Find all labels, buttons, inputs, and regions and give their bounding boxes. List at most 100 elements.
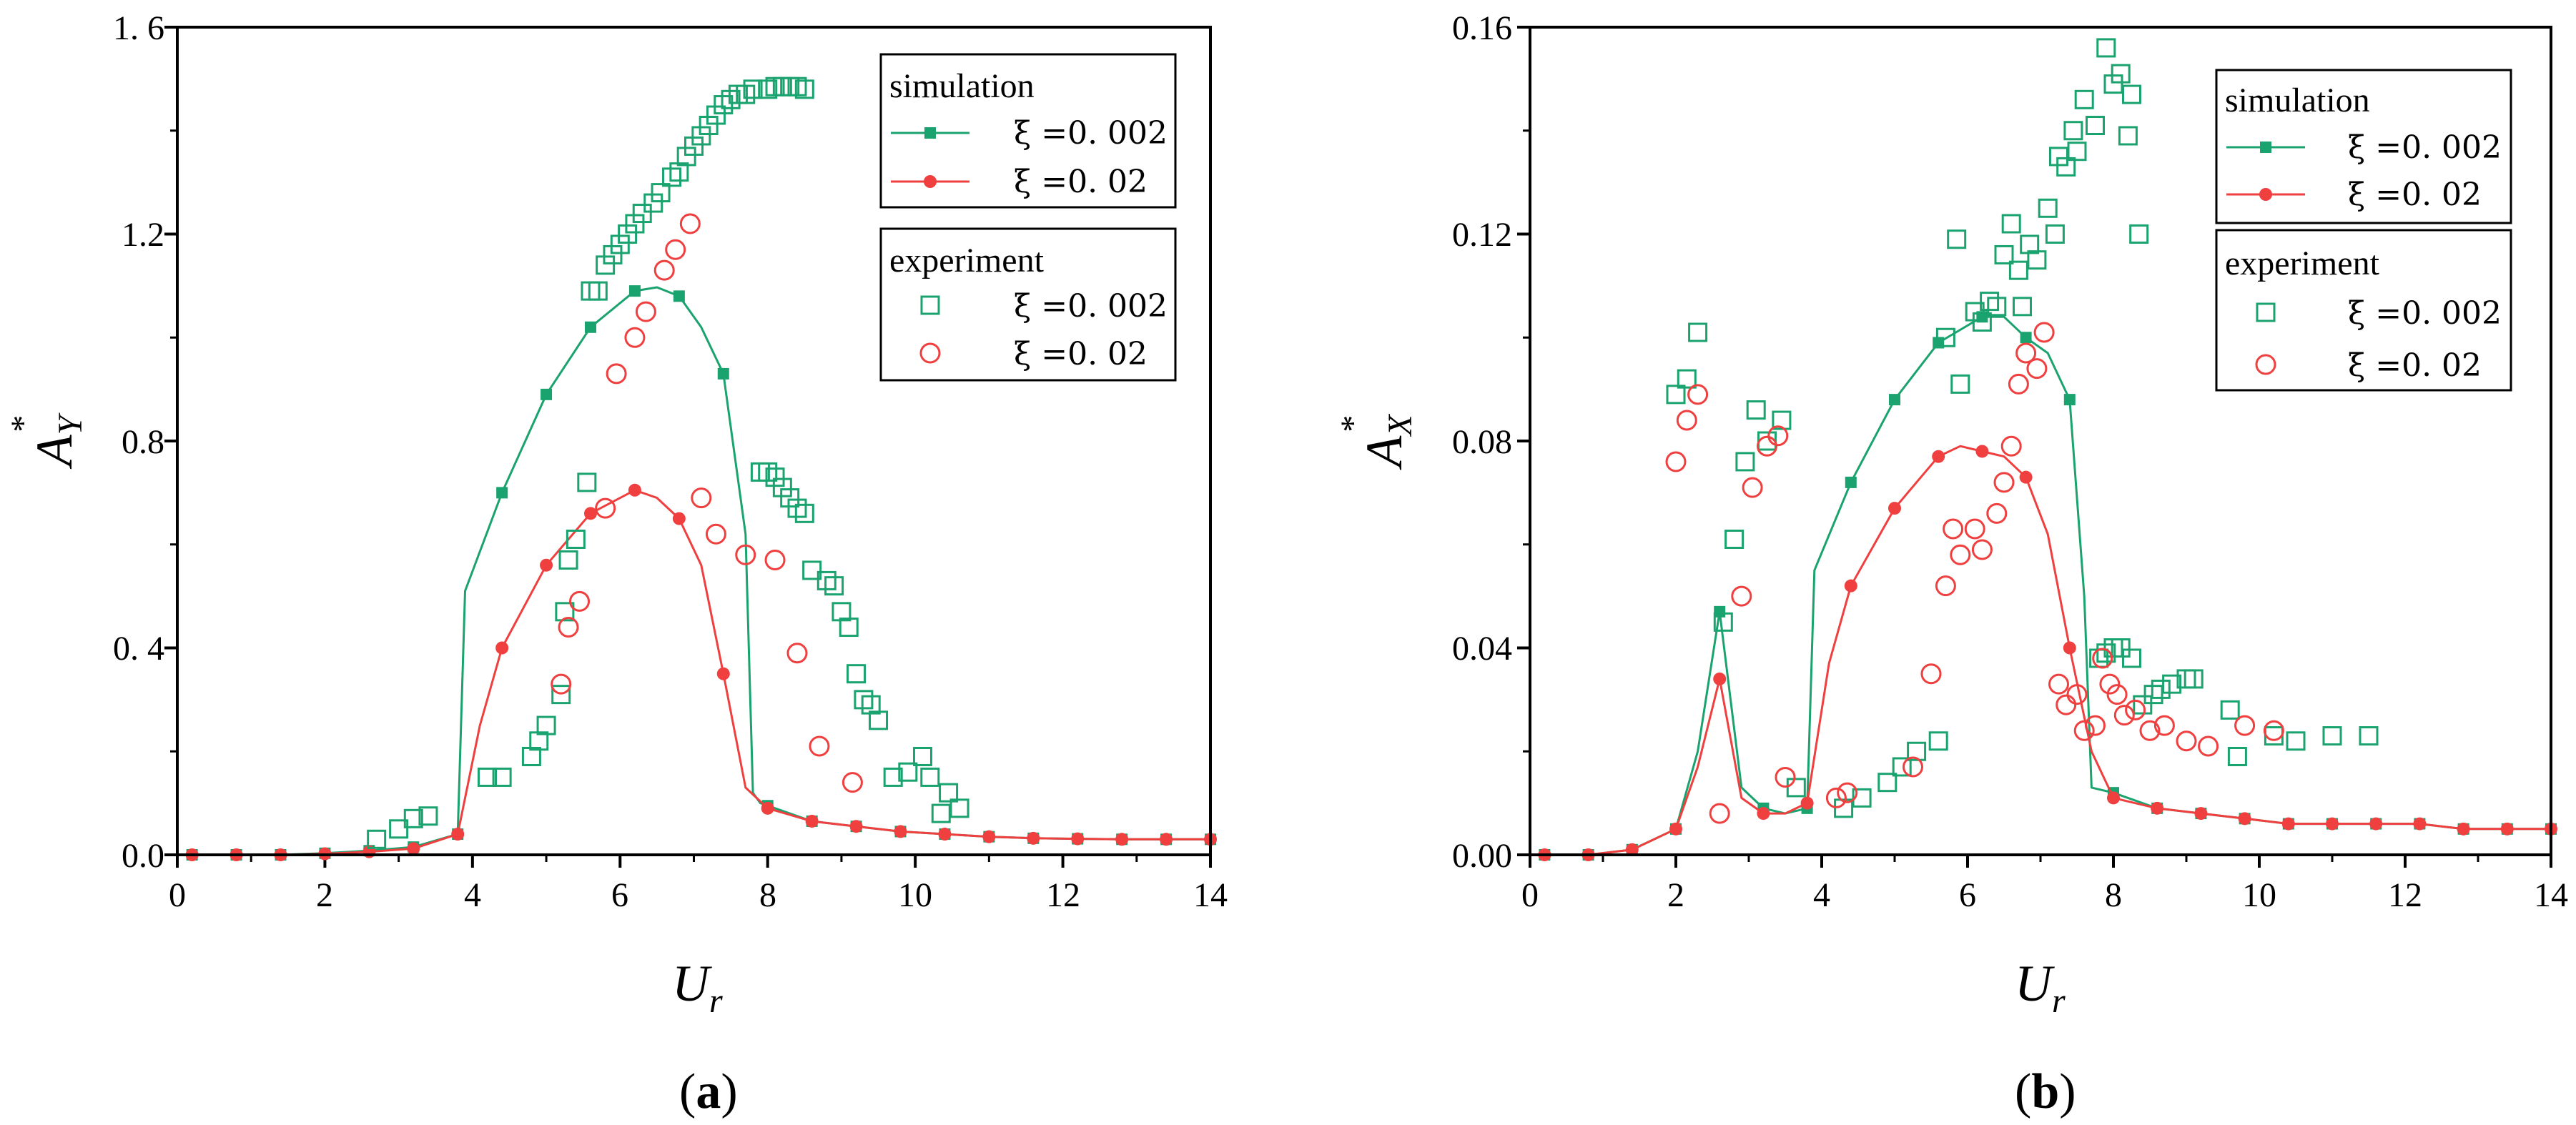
chart-a-series-3-point [764,549,786,570]
chart-b-series-2-point [2122,84,2141,104]
chart-a-xtick-label: 2 [316,876,333,914]
chart-b-series-2-point [2013,297,2032,317]
chart-b-series-2-point [2286,731,2306,751]
chart-b-series-2-point [1928,731,1948,751]
chart-b-series-2-point [2067,142,2087,162]
chart-a-series-2-point [558,550,578,570]
chart-b-legend: simulation ξ =0. 002 ξ =0. 02 experiment… [2215,69,2512,392]
chart-a-series-2-point [824,576,844,596]
chart-b-series-2-point [2038,198,2058,218]
chart-a-series-1-point [1115,833,1129,846]
chart-b-series-2-point [1677,369,1697,389]
chart-b-series-2-point [2359,726,2379,746]
chart-b-series-2-point [2122,648,2141,668]
chart-a-series-2-point [389,819,409,839]
chart-a-series-2-point [949,798,969,818]
chart-a-series-2-point [714,95,734,115]
chart-b-series-2-point [2049,147,2068,167]
chart-a-series [185,76,1217,861]
chart-a-series-2-point [684,136,704,156]
chart-a-xtick-label: 0 [169,876,186,914]
chart-b-series-2-point [1713,612,1733,632]
chart-b-series-2-point [1757,431,1777,451]
chart-a-series-2-point [743,79,763,99]
chart-a-series-2-point [618,224,638,244]
chart-a-legend-exp-title: experiment [889,242,1045,279]
chart-b-plot-frame [1529,26,2552,856]
chart-b-series-3-point [1837,782,1858,803]
chart-b-ytick-label: 0.12 [1452,216,1512,254]
chart-a-series-2-point [651,183,671,203]
chart-b-series-3-point [1742,477,1763,498]
chart-a-series-1-line [192,489,1210,856]
chart-a-series-0-point [496,487,508,499]
chart-a-series-1-point [982,830,996,843]
chart-b-ytick-label: 0.08 [1452,423,1512,461]
chart-b-series-1-point [1932,450,1945,463]
chart-a-series-2-point [367,829,387,849]
chart-b-series-2-point [2118,126,2138,146]
chart-a-series-2-point [596,255,616,275]
chart-b-legend-marker-green-open [2256,302,2276,322]
chart-b-series-2-point [2162,674,2182,694]
chart-a-series-2-point [610,234,630,254]
svg-text:*: * [4,417,42,434]
chart-a-series-2-point [912,746,932,766]
chart-b-ytick-label: 0.04 [1452,630,1512,668]
chart-b-xtick-label: 10 [2242,876,2276,914]
chart-b-legend-sim-002: ξ =0. 02 [2348,177,2482,213]
chart-a-series-3-point [551,673,572,695]
chart-a-series-0-point [628,285,641,297]
chart-a-series-2-point [662,167,682,187]
chart-b-legend-marker-red-filled [2259,188,2272,201]
chart-b-series-3-point [2198,735,2219,757]
chart-a-series-1-point [805,814,819,828]
chart-b-ytick-label: 0.16 [1452,9,1512,47]
chart-a-ytick-label: 0.8 [122,423,164,461]
chart-a-series-2-point [577,472,597,492]
chart-b-series-3-point [1687,384,1709,405]
chart-a-series-2-point [699,116,719,136]
chart-a-series-3-point [569,590,591,612]
chart-a-legend-sim-0002: ξ =0. 002 [1014,115,1168,152]
chart-a-series-1-point [938,828,952,841]
chart-a-series-3-point [842,772,863,793]
chart-b-series-2-point [2264,726,2284,746]
chart-a-series-2-point [758,462,778,482]
chart-b-series-2-point [2103,74,2123,94]
chart-a-series-2-point [691,126,711,146]
chart-b-series-2-point [2220,700,2240,720]
chart-b-series-2-point [2074,89,2094,109]
chart-b-series-1-point [2151,801,2164,815]
chart-b-series-3-point [2113,705,2135,726]
chart-b-ticks [1517,26,2552,868]
chart-b-series-3-point [2263,720,2284,741]
chart-b-series-2-point [1724,530,1745,550]
svg-text:*: * [1334,417,1372,434]
svg-text:AY: AY [26,412,89,469]
chart-a-series-3-point [558,617,579,638]
chart-a-series-2-point [839,618,859,638]
chart-a-series-2-point [861,695,881,715]
chart-b-ytick-label: 0.00 [1452,837,1512,875]
chart-a-ytick-label: 0. 4 [113,630,164,668]
chart-b-series-3-point [1757,435,1777,457]
chart-b-series-3-point [2234,715,2256,736]
chart-b-series-3-point [1676,410,1697,431]
chart-a-series-1-point [628,483,641,497]
chart-b-series-0-point [1845,476,1857,488]
chart-b-series-3-point [1943,518,1964,540]
chart-a-series-2-point [676,147,696,167]
chart-a-series-0-point [585,321,596,333]
chart-b-series-3-point [1950,544,1971,565]
chart-b-series-3-point [1903,756,1923,778]
chart-a-series-2-point [555,602,575,622]
chart-b-series-3-point [2015,342,2037,364]
chart-a-legend-exp-0002: ξ =0. 002 [1014,288,1168,324]
chart-b-series-1-point [2413,817,2427,831]
chart-b-series-2-point [1980,292,2000,312]
chart-a-series-2-point [780,488,800,508]
chart-b-series-3-point [1935,575,1956,597]
chart-a-series-3-point [691,487,712,509]
chart-b-series-3-point [2153,715,2175,736]
